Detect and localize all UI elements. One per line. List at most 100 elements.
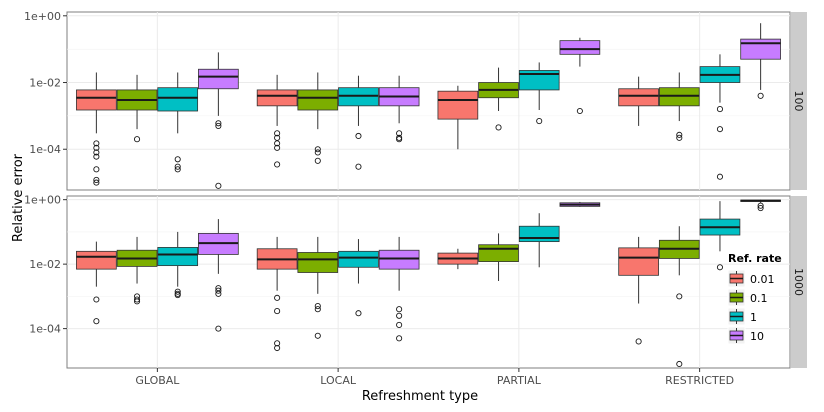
box-global-0.1 <box>116 74 158 143</box>
outlier-point <box>274 161 281 168</box>
box-restricted-0.1 <box>658 72 700 141</box>
outlier-point <box>174 156 181 163</box>
outlier-point <box>274 144 281 151</box>
facet-strip <box>791 12 807 190</box>
box-partial-10 <box>559 37 601 115</box>
outlier-point <box>215 290 222 297</box>
box-iqr <box>437 90 479 120</box>
outlier-point <box>93 166 100 173</box>
legend-label: 0.01 <box>750 273 775 286</box>
box-iqr <box>76 89 117 111</box>
outlier-point <box>93 149 100 156</box>
box-iqr <box>338 250 379 268</box>
box-local-0.01 <box>256 236 298 352</box>
facet-strip-label: 1000 <box>792 268 805 296</box>
outlier-point <box>174 291 181 299</box>
outlier-point <box>93 176 100 184</box>
outlier-point <box>536 117 543 125</box>
box-local-0.1 <box>297 72 339 164</box>
legend-item: 0.01 <box>727 269 775 288</box>
box-local-0.1 <box>297 236 339 339</box>
outlier-point <box>274 130 281 137</box>
box-iqr <box>618 247 659 276</box>
outlier-point <box>314 332 321 339</box>
outlier-point <box>396 335 403 342</box>
outlier-point <box>757 204 764 212</box>
outlier-point <box>274 308 281 315</box>
outlier-point <box>274 294 281 301</box>
outlier-point <box>93 179 100 186</box>
box-iqr <box>559 40 601 55</box>
outlier-point <box>716 264 724 271</box>
box-global-0.1 <box>116 236 158 305</box>
x-tick-label: RESTRICTED <box>665 374 734 387</box>
box-partial-0.01 <box>437 85 479 150</box>
box-local-0.01 <box>256 74 298 168</box>
outlier-point <box>133 298 141 305</box>
outlier-point <box>215 325 222 332</box>
box-restricted-1 <box>699 201 741 271</box>
outlier-point <box>174 288 181 295</box>
box-partial-0.1 <box>478 67 519 131</box>
box-restricted-0.1 <box>658 226 700 368</box>
box-local-10 <box>378 75 420 143</box>
y-tick-label: 1e-02 <box>29 258 61 271</box>
box-local-1 <box>338 75 379 170</box>
outlier-point <box>314 149 321 156</box>
box-restricted-10 <box>740 199 781 212</box>
y-tick-label: 1e+00 <box>24 194 61 207</box>
box-restricted-10 <box>740 23 781 99</box>
y-axis-title: Relative error <box>11 153 26 242</box>
box-iqr <box>157 87 199 112</box>
outlier-point <box>314 306 321 313</box>
box-partial-10 <box>559 201 601 207</box>
outlier-point <box>215 182 222 189</box>
outlier-point <box>676 131 683 138</box>
box-global-0.01 <box>76 241 117 325</box>
legend: Ref. rate 0.01 0.1 1 10 <box>727 252 782 345</box>
box-iqr <box>157 247 199 267</box>
outlier-point <box>274 140 281 147</box>
box-partial-0.01 <box>437 248 479 270</box>
facet-strip <box>791 196 807 368</box>
outlier-point <box>93 296 100 303</box>
box-global-10 <box>198 219 239 332</box>
outlier-point <box>757 92 764 99</box>
outlier-point <box>93 318 100 325</box>
outlier-point <box>635 338 642 345</box>
outlier-point <box>133 296 141 303</box>
facet-strip-label: 100 <box>792 91 805 112</box>
outlier-point <box>495 124 502 131</box>
outlier-point <box>93 153 100 160</box>
legend-item: 10 <box>727 326 764 345</box>
outlier-point <box>676 293 683 300</box>
legend-label: 0.1 <box>750 292 768 305</box>
outlier-point <box>215 120 222 127</box>
facet-panel: 1000 <box>66 195 807 369</box>
outlier-point <box>314 146 321 153</box>
outlier-point <box>396 312 403 319</box>
box-iqr <box>297 252 339 273</box>
outlier-point <box>676 360 683 368</box>
outlier-point <box>93 144 100 151</box>
outlier-point <box>215 287 222 294</box>
box-local-1 <box>338 239 379 317</box>
box-restricted-0.01 <box>618 76 659 126</box>
panel-background <box>66 195 791 369</box>
outlier-point <box>396 130 403 137</box>
box-iqr <box>518 70 560 91</box>
box-global-0.01 <box>76 72 117 186</box>
box-iqr <box>198 68 239 90</box>
outlier-point <box>716 106 724 113</box>
facet-panel: 100 <box>66 11 807 191</box>
box-global-1 <box>157 72 199 173</box>
outlier-point <box>215 122 222 129</box>
box-iqr <box>378 249 420 270</box>
outlier-point <box>396 136 403 143</box>
outlier-point <box>676 134 683 141</box>
box-iqr <box>478 244 519 262</box>
legend-item: 1 <box>727 307 757 326</box>
box-iqr <box>518 225 560 243</box>
x-axis-title: Refreshment type <box>362 389 478 404</box>
